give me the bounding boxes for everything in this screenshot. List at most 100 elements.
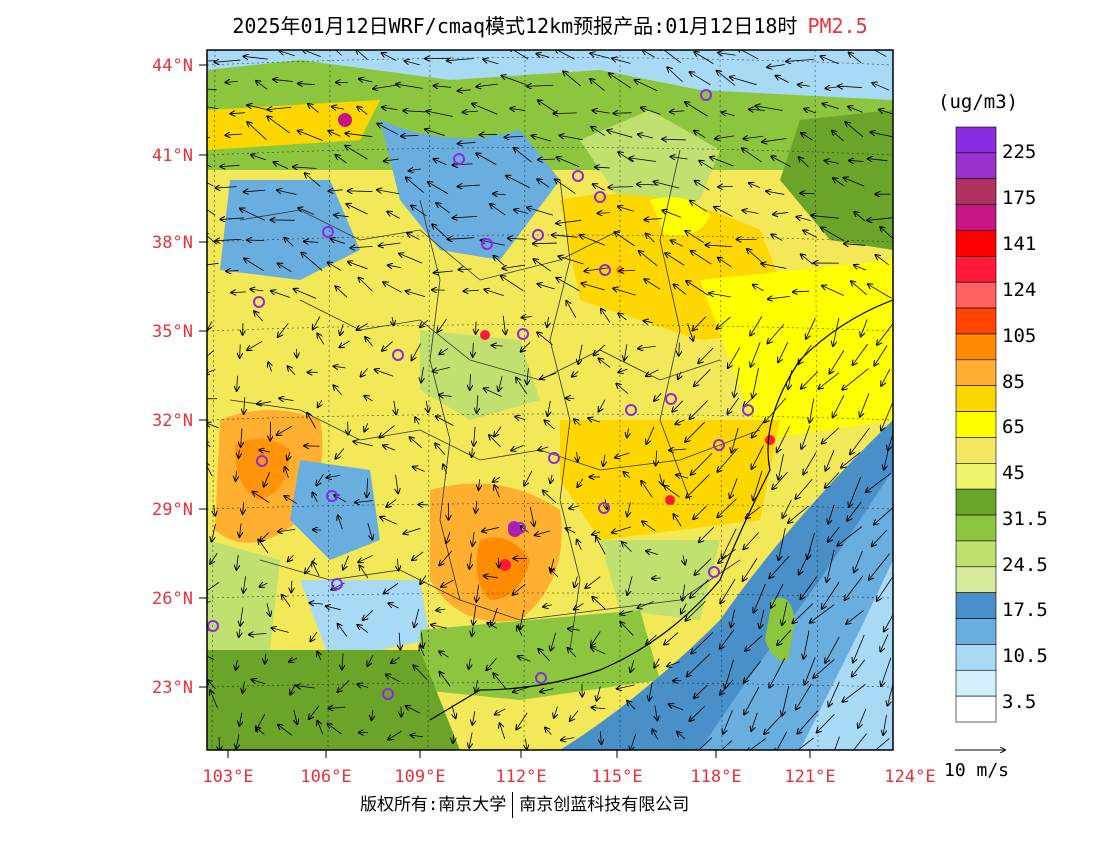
wind-arrow-icon [312, 562, 320, 577]
wind-arrow-icon [627, 576, 633, 595]
colorbar-swatch [955, 152, 997, 180]
wind-arrow-icon [470, 374, 471, 390]
wind-arrow-icon [842, 684, 866, 701]
wind-arrow-icon [693, 505, 707, 519]
wind-arrow-icon [207, 370, 216, 374]
wind-arrow-icon [879, 110, 892, 114]
wind-arrow-icon [888, 432, 893, 450]
wind-arrow-icon [312, 493, 318, 503]
wind-arrow-icon [753, 285, 764, 292]
city-marker-icon [253, 296, 265, 308]
colorbar-swatch [955, 126, 997, 154]
wind-arrow-icon [841, 452, 861, 468]
wind-arrow-icon [545, 420, 555, 430]
wind-arrow-icon [644, 279, 661, 290]
wind-arrow-icon [694, 369, 711, 386]
city-marker-icon [535, 672, 547, 684]
colorbar-swatch [955, 281, 997, 309]
wind-arrow-icon [821, 56, 839, 65]
wind-arrow-icon [731, 427, 739, 452]
wind-arrow-icon [659, 50, 681, 63]
wind-arrow-icon [591, 631, 601, 646]
wind-arrow-icon [718, 53, 736, 56]
wind-arrow-icon [627, 502, 630, 516]
wind-arrow-icon [600, 731, 601, 744]
wind-arrow-icon [649, 682, 652, 700]
city-marker-icon [700, 89, 712, 101]
wind-arrow-icon [662, 139, 686, 140]
wind-arrow-icon [568, 648, 577, 658]
wind-arrow-icon [761, 264, 787, 269]
wind-arrow-icon [207, 582, 220, 593]
footer-separator [512, 792, 514, 818]
wind-arrow-icon [833, 395, 845, 417]
wind-arrow-icon [403, 111, 426, 112]
wind-arrow-icon [563, 71, 581, 87]
wind-arrow-icon [584, 267, 610, 272]
wind-arrow-icon [607, 130, 633, 138]
wind-arrow-icon [388, 603, 399, 609]
wind-arrow-icon [860, 393, 870, 416]
wind-arrow-icon [244, 190, 266, 192]
wind-arrow-icon [694, 52, 714, 64]
wind-arrow-icon [720, 629, 735, 649]
wind-arrow-icon [527, 85, 554, 86]
wind-arrow-icon [752, 367, 759, 398]
wind-arrow-icon [207, 321, 211, 329]
wind-arrow-icon [207, 601, 211, 603]
wind-arrow-icon [383, 282, 402, 293]
wind-arrow-icon [828, 527, 840, 542]
wind-arrow-icon [285, 467, 289, 478]
wind-arrow-icon [613, 113, 632, 114]
wind-arrow-icon [643, 50, 655, 58]
wind-arrow-icon [718, 548, 736, 563]
wind-arrow-icon [690, 72, 711, 86]
wind-arrow-icon [298, 84, 315, 85]
colorbar-swatch [955, 695, 997, 723]
wind-arrow-icon [751, 342, 761, 367]
wind-arrow-icon [581, 283, 605, 291]
wind-arrow-icon [404, 528, 421, 533]
wind-arrow-icon [239, 712, 241, 726]
wind-arrow-icon [717, 447, 739, 472]
city-marker-icon [382, 688, 394, 700]
wind-arrow-icon [493, 194, 506, 195]
lon-tick-label: 115°E [591, 767, 642, 787]
wind-arrow-icon [328, 707, 346, 708]
wind-arrow-icon [646, 634, 657, 644]
wind-arrow-icon [472, 448, 473, 457]
wind-arrow-icon [382, 107, 398, 110]
title-variable: PM2.5 [807, 14, 868, 38]
wind-arrow-icon [225, 134, 243, 135]
colorbar-label: 141 [1002, 233, 1036, 255]
wind-arrow-icon [236, 470, 237, 481]
wind-arrow-icon [627, 428, 629, 437]
wind-arrow-icon [259, 583, 268, 587]
wind-arrow-icon [425, 129, 445, 136]
wind-arrow-icon [685, 421, 706, 442]
footer-right: 南京创蓝科技有限公司 [519, 795, 690, 815]
wind-arrow-icon [574, 419, 581, 426]
wind-arrow-icon [538, 649, 550, 661]
wind-arrow-icon [280, 51, 295, 57]
wind-arrow-icon [207, 462, 213, 477]
wind-arrow-icon [328, 724, 342, 735]
wind-arrow-icon [551, 632, 557, 651]
city-marker-icon [256, 455, 268, 467]
wind-arrow-icon [426, 400, 428, 412]
wind-arrow-icon [577, 540, 582, 550]
lat-tick-label: 41°N [152, 146, 193, 166]
wind-arrow-icon [591, 647, 606, 655]
wind-arrow-icon [593, 184, 605, 191]
wind-arrow-icon [880, 227, 893, 240]
city-marker-icon [326, 490, 338, 502]
wind-arrow-icon [494, 426, 502, 437]
wind-arrow-icon [750, 316, 763, 335]
colorbar-label: 10.5 [1002, 645, 1048, 667]
wind-arrow-icon [881, 402, 893, 430]
wind-arrow-icon [646, 426, 655, 444]
wind-arrow-icon [375, 369, 394, 377]
city-marker-icon [392, 349, 404, 361]
wind-arrow-icon [749, 109, 765, 110]
wind-arrow-icon [874, 345, 888, 365]
